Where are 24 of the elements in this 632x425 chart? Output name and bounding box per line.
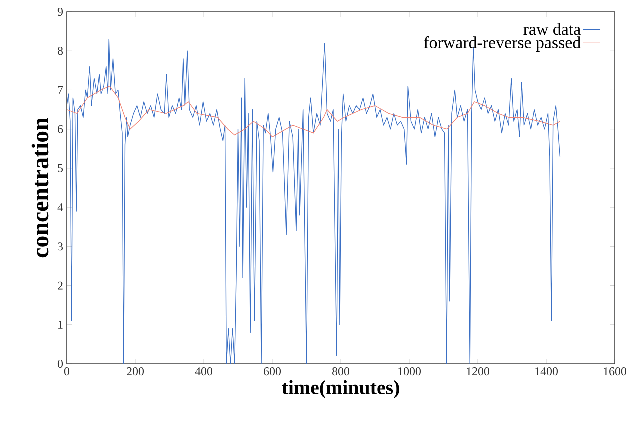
y-tick-label: 9 <box>58 8 63 16</box>
y-tick-label: 2 <box>58 282 63 290</box>
legend-label: raw data <box>524 23 581 36</box>
x-tick-label: 800 <box>332 368 350 376</box>
y-tick-label: 0 <box>58 360 64 368</box>
x-tick-label: 1400 <box>536 368 558 376</box>
x-tick-label: 0 <box>64 368 70 376</box>
y-tick-label: 1 <box>58 320 63 329</box>
x-tick-label: 600 <box>264 368 282 376</box>
x-tick-label: 1600 <box>604 368 626 376</box>
x-tick-label: 200 <box>127 368 144 376</box>
x-tick-label: 1000 <box>398 368 421 376</box>
legend-label: forward-reverse passed <box>424 36 581 52</box>
y-tick-label: 7 <box>58 86 64 94</box>
y-axis-title: concentration <box>32 118 49 258</box>
x-axis-title: time(minutes) <box>282 380 400 398</box>
y-tick-label: 8 <box>58 47 64 56</box>
x-tick-label: 400 <box>195 368 213 376</box>
y-tick-label: 4 <box>58 204 64 212</box>
y-tick-label: 6 <box>58 125 64 134</box>
y-tick-label: 3 <box>58 242 64 251</box>
y-tick-label: 5 <box>58 164 64 172</box>
x-tick-label: 1200 <box>467 368 490 376</box>
line-series <box>67 86 561 138</box>
